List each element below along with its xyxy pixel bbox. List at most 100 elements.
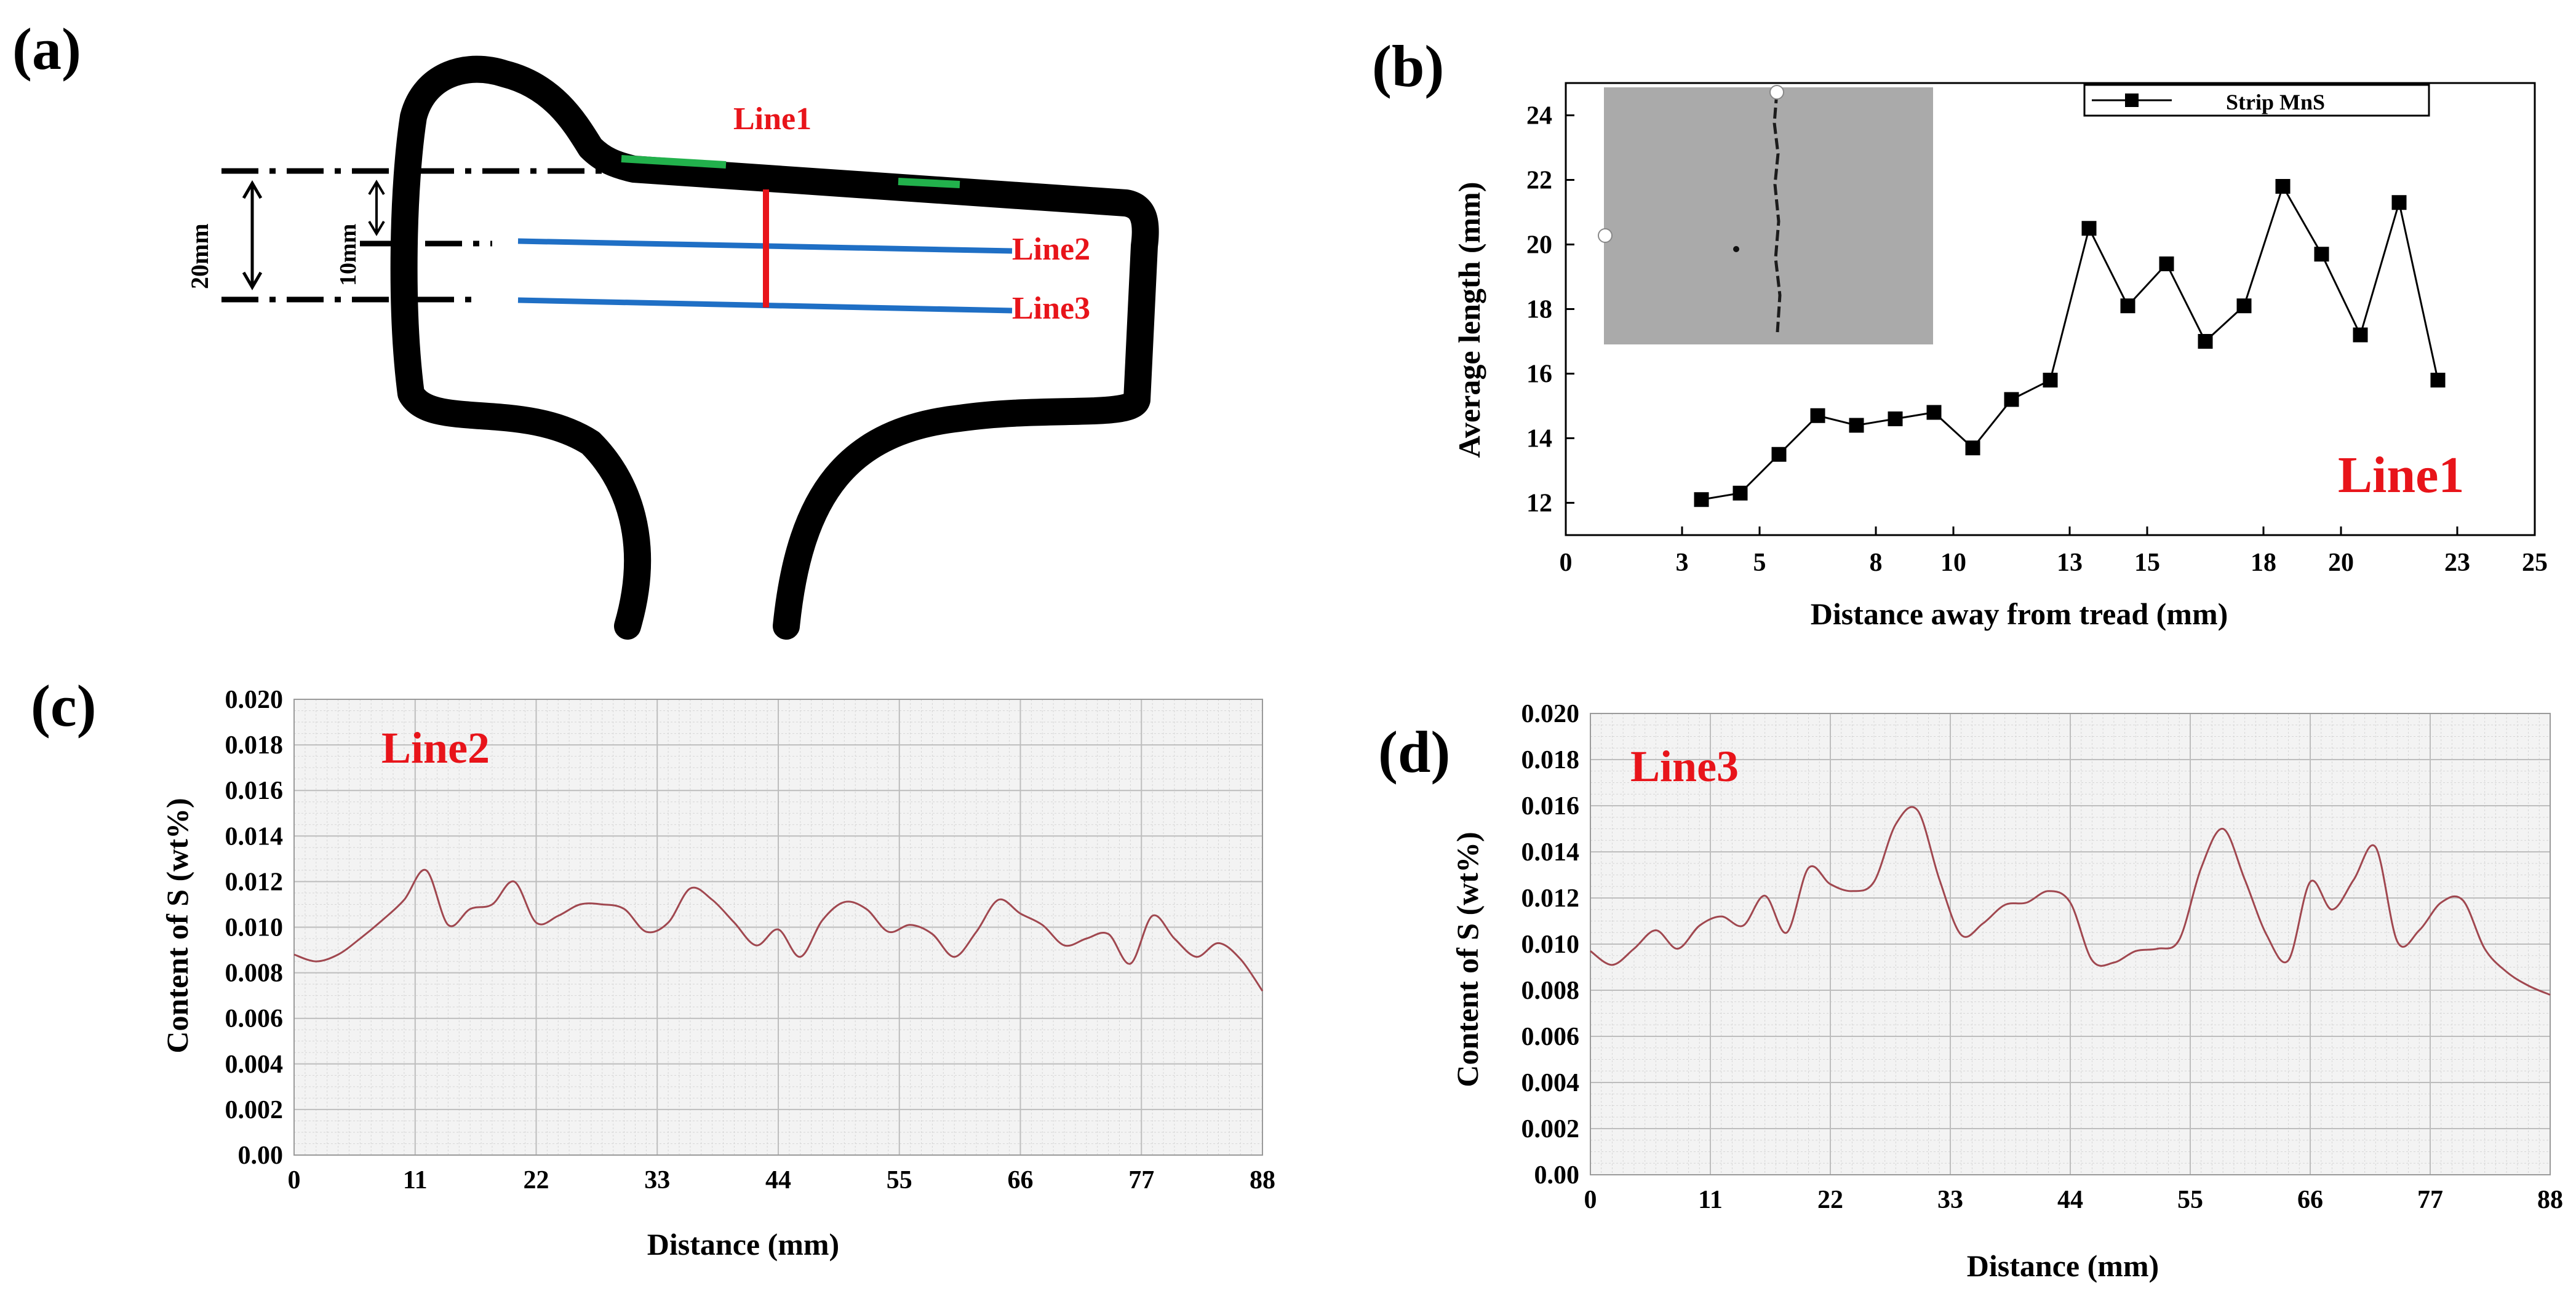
data-point-strip-mns <box>2236 298 2252 314</box>
y-axis-title-d: Content of S (wt%) <box>1450 832 1485 1087</box>
x-tick-label-c: 55 <box>887 1166 912 1194</box>
series-line-line3 <box>1590 806 2551 996</box>
micrograph-inclusion <box>1733 246 1739 252</box>
x-tick-label-d: 0 <box>1584 1186 1597 1214</box>
x-axis-title-c: Distance (mm) <box>647 1227 839 1261</box>
schematic-label-line2: Line2 <box>1012 232 1090 267</box>
data-point-strip-mns <box>2353 327 2368 343</box>
panel-label-b: (b) <box>1372 33 1444 99</box>
x-tick-label-b: 0 <box>1560 549 1573 577</box>
wheel-schematic: 20mm 10mm Line1 Line2 Line3 <box>186 55 1159 640</box>
panel-label-a: (a) <box>12 16 81 82</box>
y-tick-label-b: 18 <box>1526 296 1552 324</box>
y-tick-label-c: 0.016 <box>225 777 284 805</box>
y-tick-label-d: 0.008 <box>1521 977 1580 1005</box>
x-tick-label-d: 44 <box>2057 1186 2083 1214</box>
legend-label-strip-mns: Strip MnS <box>2226 90 2325 114</box>
micrograph-image <box>1604 87 1933 344</box>
data-point-strip-mns <box>2159 256 2174 271</box>
y-tick-label-c: 0.006 <box>225 1005 284 1033</box>
x-tick-label-b: 25 <box>2522 549 2548 577</box>
legend-b: Strip MnS <box>2083 84 2430 117</box>
data-point-strip-mns <box>1771 447 1787 462</box>
schematic-label-line1: Line1 <box>733 101 811 137</box>
y-tick-label-d: 0.016 <box>1521 792 1580 820</box>
y-tick-label-d: 0.010 <box>1521 931 1580 959</box>
data-point-strip-mns <box>1849 418 1864 433</box>
y-tick-label-c: 0.010 <box>225 914 284 942</box>
y-tick-label-c: 0.004 <box>225 1051 284 1079</box>
x-tick-label-c: 88 <box>1250 1166 1275 1194</box>
x-tick-label-d: 66 <box>2297 1186 2323 1214</box>
y-tick-label-d: 0.012 <box>1521 884 1580 913</box>
y-tick-label-d: 0.004 <box>1521 1069 1580 1097</box>
data-point-strip-mns <box>2430 373 2446 387</box>
y-tick-label-d: 0.018 <box>1521 746 1580 774</box>
x-tick-label-b: 15 <box>2134 549 2160 577</box>
data-point-strip-mns <box>2004 392 2019 407</box>
x-tick-label-c: 22 <box>524 1166 549 1194</box>
y-tick-label-c: 0.002 <box>225 1096 284 1124</box>
tread-mark-left <box>621 155 727 169</box>
x-tick-label-b: 13 <box>2057 549 2083 577</box>
data-point-strip-mns <box>2275 179 2291 194</box>
y-tick-label-c: 0.014 <box>225 822 284 851</box>
y-tick-label-b: 22 <box>1526 167 1552 195</box>
x-tick-label-d: 33 <box>1937 1186 1963 1214</box>
x-tick-label-c: 33 <box>644 1166 670 1194</box>
wheel-profile <box>390 55 1159 640</box>
x-tick-label-d: 55 <box>2177 1186 2203 1214</box>
x-tick-label-b: 8 <box>1870 549 1883 577</box>
x-tick-label-b: 18 <box>2251 549 2276 577</box>
y-tick-label-d: 0.020 <box>1521 700 1580 728</box>
dimension-10mm <box>368 180 385 236</box>
y-tick-label-b: 24 <box>1526 102 1552 130</box>
chart-b: 0 3 5 8 10 13 15 18 20 23 25 12 14 16 18 20 22 24 Strip M… <box>1452 82 2548 631</box>
plot-frame-d <box>1590 713 2551 1175</box>
y-tick-label-d: 0.00 <box>1534 1161 1580 1190</box>
y-tick-label-d: 0.014 <box>1521 838 1580 867</box>
y-tick-label-b: 12 <box>1526 490 1552 518</box>
annotation-line1: Line1 <box>2338 447 2464 504</box>
data-point-strip-mns <box>1888 411 1903 426</box>
data-point-strip-mns <box>2120 298 2135 314</box>
dimension-label-20mm: 20mm <box>186 223 213 289</box>
data-point-strip-mns <box>2043 373 2058 387</box>
x-tick-label-d: 22 <box>1817 1186 1843 1214</box>
y-tick-label-c: 0.00 <box>238 1142 284 1170</box>
data-point-strip-mns <box>2391 195 2407 210</box>
data-point-strip-mns <box>1733 485 1748 501</box>
dimension-label-10mm: 10mm <box>335 224 361 286</box>
x-tick-label-c: 44 <box>765 1166 791 1194</box>
micrograph-crack <box>1772 92 1782 333</box>
data-point-strip-mns <box>1926 405 1942 420</box>
y-tick-label-b: 16 <box>1526 360 1552 389</box>
data-point-strip-mns <box>2198 334 2213 349</box>
data-point-strip-mns <box>2081 221 2097 236</box>
y-tick-label-b: 20 <box>1526 231 1552 260</box>
x-tick-label-c: 66 <box>1008 1166 1034 1194</box>
y-tick-label-d: 0.002 <box>1521 1115 1580 1143</box>
data-point-strip-mns <box>1965 440 1980 456</box>
data-point-strip-mns <box>1810 408 1825 423</box>
x-tick-label-b: 20 <box>2328 549 2354 577</box>
x-tick-label-b: 3 <box>1676 549 1689 577</box>
y-tick-label-c: 0.018 <box>225 731 284 760</box>
x-tick-label-d: 11 <box>1698 1186 1723 1214</box>
y-tick-label-c: 0.020 <box>225 686 284 714</box>
data-point-strip-mns <box>2314 247 2329 262</box>
y-tick-label-c: 0.012 <box>225 868 284 896</box>
panel-label-d: (d) <box>1378 719 1450 785</box>
tread-mark-right <box>898 178 960 188</box>
panel-label-c: (c) <box>31 673 97 739</box>
x-tick-label-b: 10 <box>1940 549 1966 577</box>
x-tick-label-b: 5 <box>1753 549 1766 577</box>
x-tick-label-b: 23 <box>2444 549 2470 577</box>
x-axis-title-d: Distance (mm) <box>1967 1249 2159 1283</box>
schematic-label-line3: Line3 <box>1012 291 1090 326</box>
y-tick-label-d: 0.006 <box>1521 1023 1580 1051</box>
y-tick-label-b: 14 <box>1526 425 1552 453</box>
annotation-line3: Line3 <box>1630 742 1739 791</box>
micrograph-inset <box>1598 85 1933 344</box>
